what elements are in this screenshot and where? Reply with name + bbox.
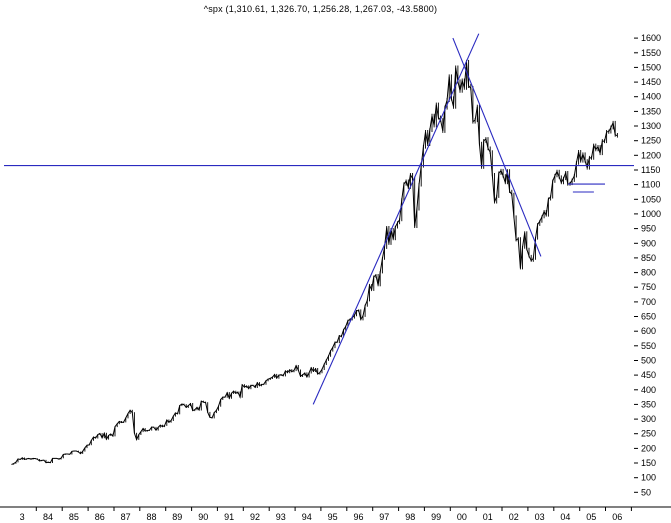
y-axis-label: 1300 — [641, 121, 661, 131]
x-axis-label: 04 — [560, 512, 570, 522]
y-axis-label: 650 — [641, 312, 656, 322]
y-axis-label: 750 — [641, 282, 656, 292]
x-axis-label: 89 — [172, 512, 182, 522]
x-axis-label: 86 — [95, 512, 105, 522]
x-axis-label: 00 — [457, 512, 467, 522]
y-axis-label: 250 — [641, 429, 656, 439]
x-axis-label: 88 — [146, 512, 156, 522]
x-axis-label: 05 — [586, 512, 596, 522]
x-axis-label: 02 — [509, 512, 519, 522]
y-axis-label: 950 — [641, 224, 656, 234]
x-axis-label: 01 — [483, 512, 493, 522]
x-axis-label: 99 — [431, 512, 441, 522]
x-axis-label: 92 — [250, 512, 260, 522]
y-axis-label: 1450 — [641, 77, 661, 87]
y-axis-label: 900 — [641, 238, 656, 248]
x-axis-label: 03 — [535, 512, 545, 522]
y-axis-label: 1050 — [641, 194, 661, 204]
price-line — [11, 62, 618, 465]
y-axis-label: 600 — [641, 326, 656, 336]
y-axis-label: 1600 — [641, 33, 661, 43]
y-axis-label: 1000 — [641, 209, 661, 219]
y-axis-label: 1350 — [641, 106, 661, 116]
chart-title: ^spx (1,310.61, 1,326.70, 1,256.28, 1,26… — [203, 4, 438, 14]
y-axis-label: 400 — [641, 385, 656, 395]
y-axis-label: 150 — [641, 458, 656, 468]
y-axis-label: 1550 — [641, 48, 661, 58]
y-axis-label: 50 — [641, 487, 651, 497]
x-axis-label: 95 — [328, 512, 338, 522]
x-axis-label: 91 — [224, 512, 234, 522]
y-axis-label: 100 — [641, 473, 656, 483]
x-axis-label: 93 — [276, 512, 286, 522]
y-axis-label: 500 — [641, 356, 656, 366]
x-axis-label: 85 — [69, 512, 79, 522]
axes — [0, 37, 671, 511]
x-axis-label: 90 — [198, 512, 208, 522]
y-axis-label: 850 — [641, 253, 656, 263]
x-axis-label: 87 — [121, 512, 131, 522]
price-series — [11, 59, 618, 465]
y-axis-label: 1200 — [641, 150, 661, 160]
y-axis-label: 700 — [641, 297, 656, 307]
x-axis-label: 94 — [302, 512, 312, 522]
x-axis-label: 96 — [353, 512, 363, 522]
y-axis-label: 1500 — [641, 62, 661, 72]
x-axis-label: 84 — [43, 512, 53, 522]
trendline-descending-resistance — [452, 37, 542, 257]
trendline-ascending-support — [312, 33, 480, 405]
y-axis-label: 1150 — [641, 165, 660, 175]
y-axis-label: 350 — [641, 399, 656, 409]
y-axis-label: 200 — [641, 443, 656, 453]
y-axis-label: 800 — [641, 268, 656, 278]
x-axis-label: 3 — [20, 512, 25, 522]
y-axis-label: 550 — [641, 341, 656, 351]
x-axis-label: 97 — [379, 512, 389, 522]
y-axis-label: 300 — [641, 414, 656, 424]
x-axis-label: 98 — [405, 512, 415, 522]
y-axis-label: 1250 — [641, 136, 661, 146]
y-axis-label: 1400 — [641, 92, 661, 102]
x-axis-label: 06 — [612, 512, 622, 522]
y-axis-label: 1100 — [641, 180, 660, 190]
y-axis-label: 450 — [641, 370, 656, 380]
